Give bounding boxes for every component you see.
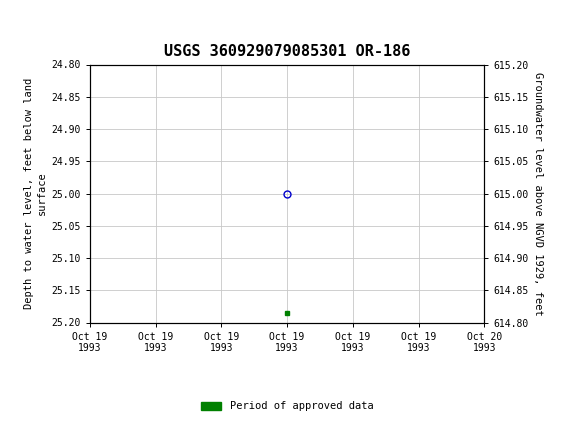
Title: USGS 360929079085301 OR-186: USGS 360929079085301 OR-186 xyxy=(164,44,410,59)
Legend: Period of approved data: Period of approved data xyxy=(197,397,378,415)
Y-axis label: Depth to water level, feet below land
surface: Depth to water level, feet below land su… xyxy=(24,78,48,309)
Y-axis label: Groundwater level above NGVD 1929, feet: Groundwater level above NGVD 1929, feet xyxy=(533,72,543,315)
Text: USGS: USGS xyxy=(26,10,81,28)
